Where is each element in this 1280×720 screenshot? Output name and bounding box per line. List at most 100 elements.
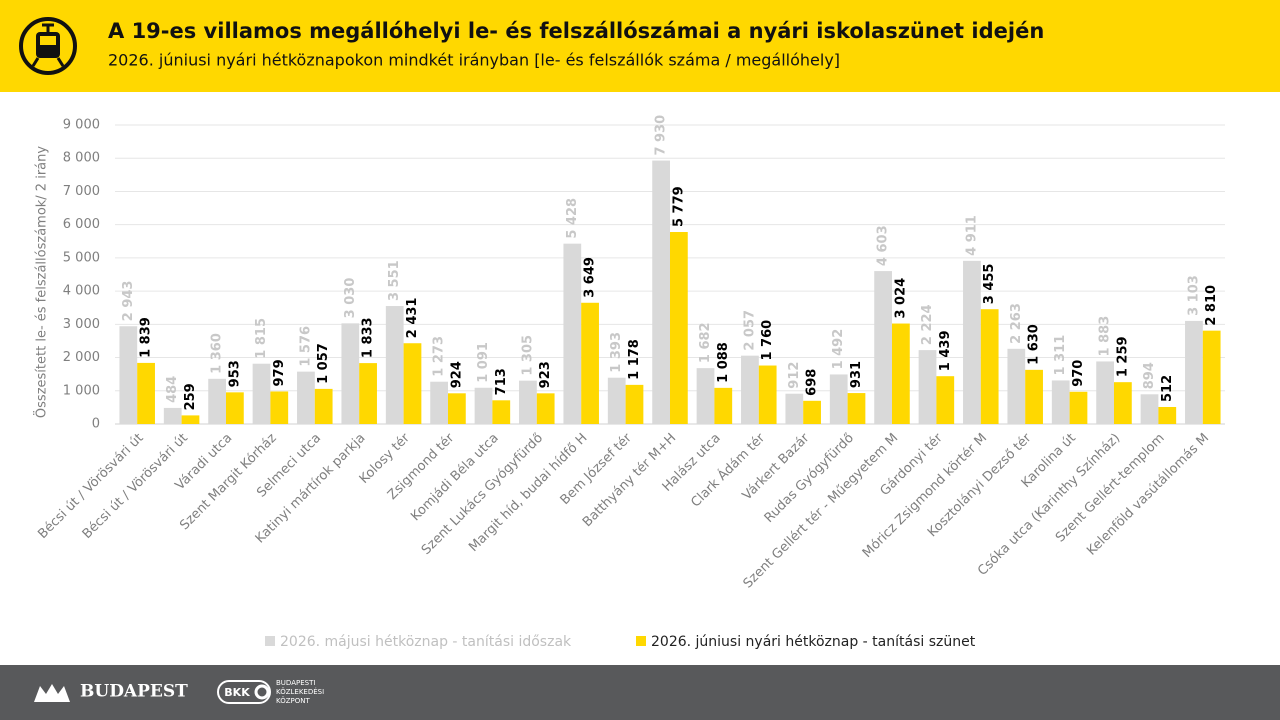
bar bbox=[758, 365, 777, 424]
value-label: 3 551 bbox=[387, 260, 402, 301]
value-label: 713 bbox=[494, 368, 509, 395]
bar bbox=[403, 343, 422, 424]
bar bbox=[430, 381, 448, 424]
value-label: 2 224 bbox=[920, 304, 935, 345]
bar bbox=[1069, 391, 1088, 424]
value-label: 1 839 bbox=[139, 317, 154, 358]
bar bbox=[137, 362, 155, 424]
bar bbox=[918, 350, 937, 424]
value-label: 512 bbox=[1160, 375, 1175, 402]
value-label: 924 bbox=[449, 361, 464, 388]
value-label: 4 603 bbox=[876, 225, 891, 266]
bar bbox=[208, 378, 226, 424]
value-label: 1 439 bbox=[938, 330, 953, 371]
bkk-text: BKK bbox=[224, 686, 250, 699]
bkk-line: KÖZPONT bbox=[276, 696, 310, 705]
value-label: 1 273 bbox=[432, 336, 447, 377]
header-band bbox=[0, 0, 1280, 92]
value-label: 1 393 bbox=[609, 332, 624, 373]
bar bbox=[625, 384, 644, 424]
value-label: 3 030 bbox=[343, 278, 358, 319]
bar bbox=[519, 380, 537, 424]
bar bbox=[980, 309, 999, 424]
value-label: 698 bbox=[805, 369, 820, 396]
value-label: 1 360 bbox=[210, 333, 225, 374]
value-label: 5 779 bbox=[671, 186, 686, 227]
value-label: 4 911 bbox=[964, 215, 979, 256]
bar bbox=[581, 302, 599, 424]
y-tick-label: 3 000 bbox=[63, 317, 100, 332]
value-label: 7 930 bbox=[654, 115, 669, 156]
legend-label: 2026. júniusi nyári hétköznap - tanítási… bbox=[651, 634, 976, 650]
y-tick-label: 9 000 bbox=[63, 118, 100, 133]
legend-swatch bbox=[636, 636, 646, 646]
bar bbox=[847, 393, 866, 424]
chart-title: A 19-es villamos megállóhelyi le- és fel… bbox=[108, 19, 1044, 43]
value-label: 953 bbox=[227, 360, 242, 387]
bar bbox=[803, 400, 821, 424]
bar bbox=[163, 407, 182, 424]
value-label: 3 455 bbox=[982, 263, 997, 304]
value-label: 2 943 bbox=[121, 281, 136, 322]
value-label: 923 bbox=[538, 361, 553, 388]
y-tick-label: 0 bbox=[92, 417, 100, 432]
bar bbox=[1114, 382, 1132, 424]
y-tick-label: 4 000 bbox=[63, 284, 100, 299]
value-label: 912 bbox=[787, 362, 802, 389]
bar bbox=[474, 387, 493, 424]
value-label: 259 bbox=[183, 383, 198, 410]
value-label: 2 263 bbox=[1009, 303, 1024, 344]
y-tick-label: 1 000 bbox=[63, 383, 100, 398]
value-label: 2 057 bbox=[742, 310, 757, 351]
y-axis-label: Összesített le- és felszállószámok/ 2 ir… bbox=[33, 146, 50, 418]
bar bbox=[741, 355, 759, 424]
bkk-ring bbox=[254, 684, 270, 700]
value-label: 1 833 bbox=[361, 317, 376, 358]
bar bbox=[536, 393, 555, 424]
value-label: 894 bbox=[1142, 362, 1157, 389]
bar bbox=[1007, 348, 1026, 424]
value-label: 3 649 bbox=[583, 257, 598, 298]
bar bbox=[607, 377, 626, 424]
bar bbox=[181, 415, 200, 424]
value-label: 931 bbox=[849, 361, 864, 388]
bar bbox=[359, 363, 377, 424]
chart-subtitle: 2026. júniusi nyári hétköznapokon mindké… bbox=[108, 51, 840, 70]
bar bbox=[936, 376, 955, 424]
bar bbox=[1202, 330, 1221, 424]
bar bbox=[341, 323, 360, 424]
bar bbox=[892, 323, 910, 424]
bar bbox=[270, 391, 289, 424]
bar bbox=[696, 368, 715, 424]
value-label: 1 815 bbox=[254, 318, 269, 359]
bar bbox=[297, 371, 315, 424]
bar bbox=[492, 400, 511, 424]
bar bbox=[1185, 320, 1203, 424]
value-label: 1 305 bbox=[520, 335, 535, 376]
tram-icon bbox=[19, 17, 77, 75]
budapest-logo bbox=[34, 684, 70, 702]
y-tick-label: 7 000 bbox=[63, 184, 100, 199]
value-label: 1 630 bbox=[1027, 324, 1042, 365]
value-label: 3 024 bbox=[893, 278, 908, 319]
value-label: 2 810 bbox=[1204, 285, 1219, 326]
bkk-line: KÖZLEKEDÉSI bbox=[276, 687, 324, 696]
value-label: 970 bbox=[1071, 360, 1086, 387]
footer-band bbox=[0, 665, 1280, 720]
value-label: 2 431 bbox=[405, 298, 420, 339]
budapest-brand: BUDAPEST bbox=[80, 682, 188, 702]
value-label: 1 576 bbox=[298, 326, 313, 367]
value-label: 1 492 bbox=[831, 329, 846, 370]
bar bbox=[1051, 380, 1070, 424]
bar bbox=[714, 387, 733, 424]
bar bbox=[1140, 394, 1159, 424]
bar bbox=[652, 160, 670, 424]
bar bbox=[563, 243, 582, 424]
bar bbox=[385, 306, 404, 424]
value-label: 1 682 bbox=[698, 322, 713, 363]
bar bbox=[829, 374, 848, 424]
value-label: 1 760 bbox=[760, 320, 775, 361]
bar bbox=[874, 271, 892, 424]
bar bbox=[1025, 369, 1043, 424]
